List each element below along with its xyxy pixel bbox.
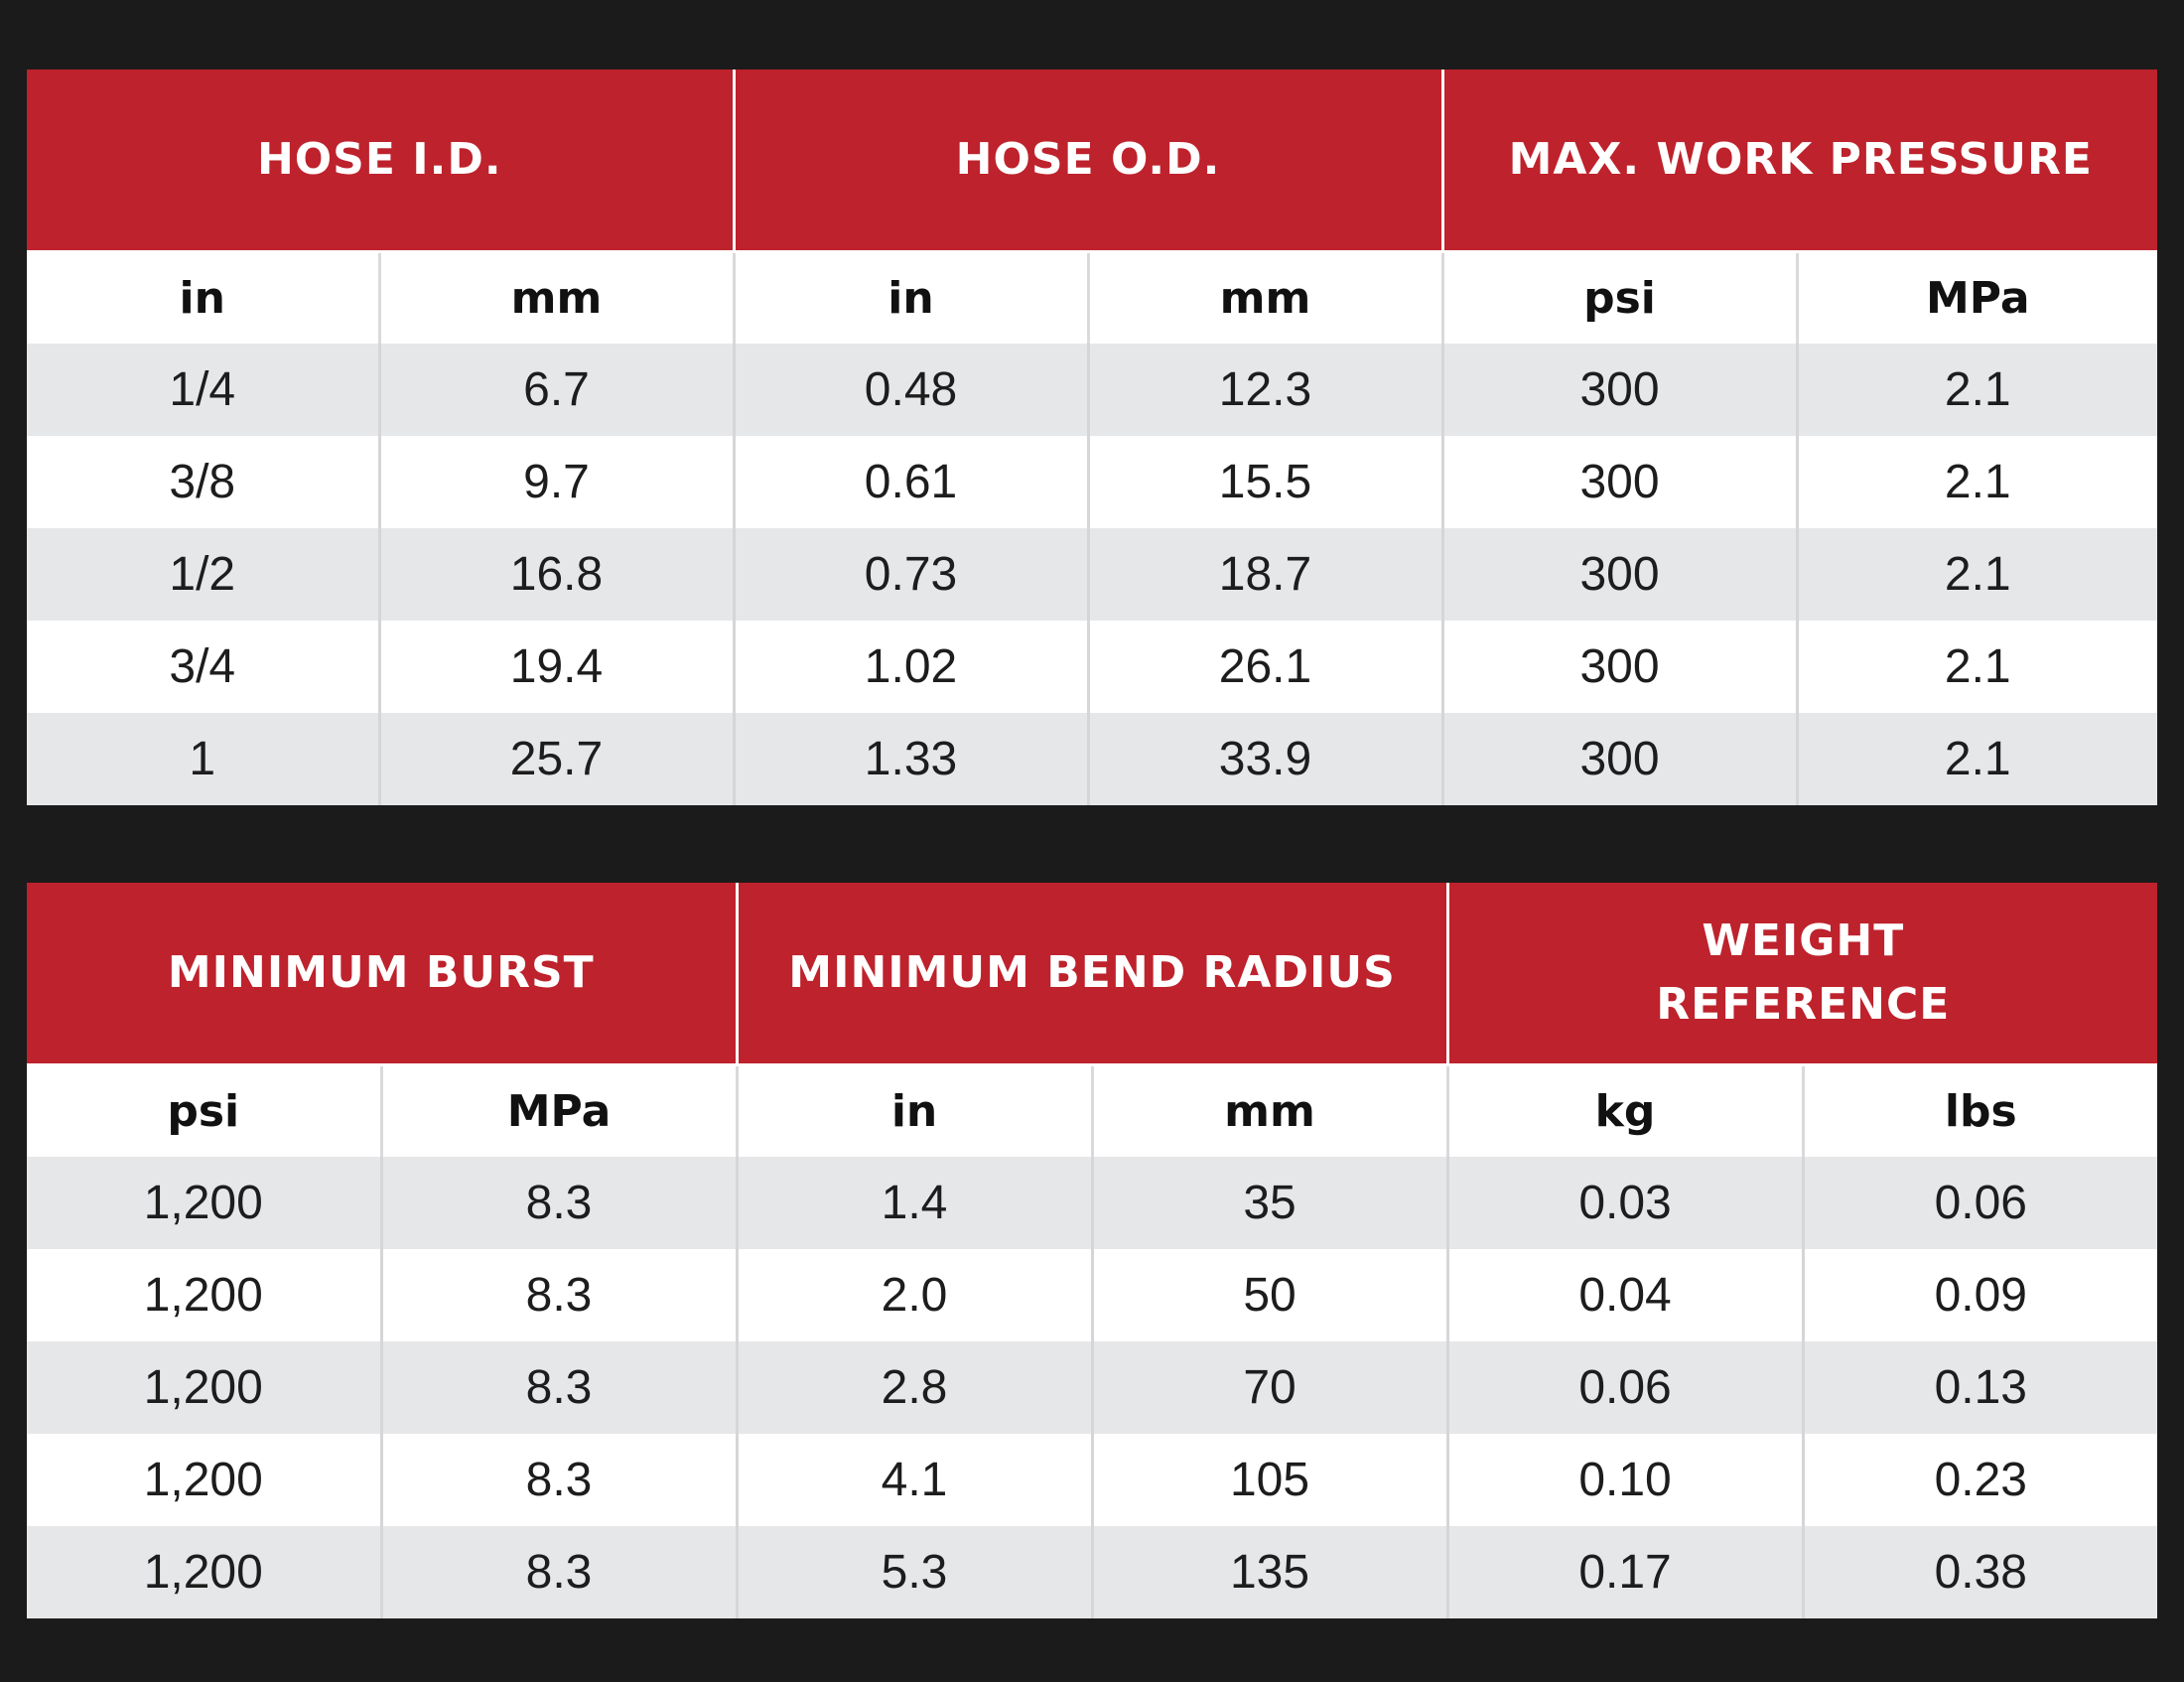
table-row: 3/8 9.7 0.61 15.5 300 2.1 bbox=[27, 436, 2157, 528]
table-cell: 25.7 bbox=[377, 713, 734, 805]
table-row: 1/4 6.7 0.48 12.3 300 2.1 bbox=[27, 344, 2157, 436]
table-cell: 2.1 bbox=[1795, 436, 2157, 528]
table-row: 1,200 8.3 4.1 105 0.10 0.23 bbox=[27, 1434, 2158, 1526]
table-row: 1 25.7 1.33 33.9 300 2.1 bbox=[27, 713, 2157, 805]
unit-header: mm bbox=[1090, 1062, 1448, 1157]
table-cell: 0.23 bbox=[1801, 1434, 2158, 1526]
table-cell: 0.09 bbox=[1801, 1249, 2158, 1341]
table-cell: 15.5 bbox=[1086, 436, 1442, 528]
table-row: 3/4 19.4 1.02 26.1 300 2.1 bbox=[27, 621, 2157, 713]
table-cell: 1,200 bbox=[27, 1341, 381, 1434]
table-cell: 0.10 bbox=[1445, 1434, 1804, 1526]
group-header-hose-id: HOSE I.D. bbox=[27, 70, 734, 251]
table-row: 1,200 8.3 1.4 35 0.03 0.06 bbox=[27, 1157, 2158, 1249]
table-cell: 105 bbox=[1090, 1434, 1448, 1526]
table-cell: 4.1 bbox=[735, 1434, 1093, 1526]
group-header-row: HOSE I.D. HOSE O.D. MAX. WORK PRESSURE bbox=[27, 70, 2157, 251]
group-header-weight-reference-label: WEIGHT REFERENCE bbox=[1656, 914, 1951, 1030]
table-cell: 0.38 bbox=[1801, 1526, 2158, 1618]
group-header-max-work-pressure: MAX. WORK PRESSURE bbox=[1440, 70, 2157, 251]
unit-header: in bbox=[735, 1062, 1093, 1157]
table-cell: 0.73 bbox=[732, 528, 1088, 621]
unit-header: in bbox=[27, 249, 379, 344]
table-row: 1,200 8.3 2.8 70 0.06 0.13 bbox=[27, 1341, 2158, 1434]
table-cell: 0.17 bbox=[1445, 1526, 1804, 1618]
table-cell: 1 bbox=[27, 713, 379, 805]
table-cell: 1,200 bbox=[27, 1434, 381, 1526]
unit-header: in bbox=[732, 249, 1088, 344]
table-cell: 33.9 bbox=[1086, 713, 1442, 805]
unit-header: psi bbox=[1440, 249, 1797, 344]
table-cell: 18.7 bbox=[1086, 528, 1442, 621]
group-header-minimum-bend-radius: MINIMUM BEND RADIUS bbox=[735, 883, 1448, 1064]
table-cell: 8.3 bbox=[379, 1341, 738, 1434]
table-cell: 50 bbox=[1090, 1249, 1448, 1341]
table-cell: 2.1 bbox=[1795, 621, 2157, 713]
table-cell: 0.61 bbox=[732, 436, 1088, 528]
table-cell: 8.3 bbox=[379, 1526, 738, 1618]
table-cell: 300 bbox=[1440, 436, 1797, 528]
table-cell: 300 bbox=[1440, 344, 1797, 436]
unit-header-row: psi MPa in mm kg lbs bbox=[27, 1062, 2158, 1157]
table-cell: 0.06 bbox=[1801, 1157, 2158, 1249]
table-cell: 300 bbox=[1440, 621, 1797, 713]
group-header-hose-od: HOSE O.D. bbox=[732, 70, 1442, 251]
table-cell: 19.4 bbox=[377, 621, 734, 713]
table-cell: 3/8 bbox=[27, 436, 379, 528]
unit-header: lbs bbox=[1801, 1062, 2158, 1157]
table-cell: 12.3 bbox=[1086, 344, 1442, 436]
spec-table-hose-dimensions: HOSE I.D. HOSE O.D. MAX. WORK PRESSURE i… bbox=[27, 70, 2157, 805]
table-row: 1/2 16.8 0.73 18.7 300 2.1 bbox=[27, 528, 2157, 621]
table-cell: 8.3 bbox=[379, 1434, 738, 1526]
table-cell: 70 bbox=[1090, 1341, 1448, 1434]
table-cell: 0.13 bbox=[1801, 1341, 2158, 1434]
table-cell: 5.3 bbox=[735, 1526, 1093, 1618]
table-cell: 1,200 bbox=[27, 1526, 381, 1618]
spec-table-burst-bend-weight: MINIMUM BURST MINIMUM BEND RADIUS WEIGHT… bbox=[27, 883, 2158, 1618]
table-cell: 0.03 bbox=[1445, 1157, 1804, 1249]
table-cell: 0.48 bbox=[732, 344, 1088, 436]
table-cell: 1,200 bbox=[27, 1157, 381, 1249]
table-cell: 300 bbox=[1440, 713, 1797, 805]
table-cell: 2.8 bbox=[735, 1341, 1093, 1434]
table-cell: 2.1 bbox=[1795, 713, 2157, 805]
unit-header: kg bbox=[1445, 1062, 1804, 1157]
unit-header: MPa bbox=[379, 1062, 738, 1157]
table-cell: 3/4 bbox=[27, 621, 379, 713]
group-header-weight-reference: WEIGHT REFERENCE bbox=[1445, 883, 2158, 1064]
table-cell: 26.1 bbox=[1086, 621, 1442, 713]
table-cell: 2.0 bbox=[735, 1249, 1093, 1341]
table-cell: 1/2 bbox=[27, 528, 379, 621]
table-cell: 2.1 bbox=[1795, 528, 2157, 621]
table-cell: 1.02 bbox=[732, 621, 1088, 713]
unit-header-row: in mm in mm psi MPa bbox=[27, 249, 2157, 344]
table-cell: 0.04 bbox=[1445, 1249, 1804, 1341]
table-row: 1,200 8.3 2.0 50 0.04 0.09 bbox=[27, 1249, 2158, 1341]
table-cell: 1.4 bbox=[735, 1157, 1093, 1249]
table-cell: 300 bbox=[1440, 528, 1797, 621]
group-header-minimum-burst: MINIMUM BURST bbox=[27, 883, 738, 1064]
table-cell: 8.3 bbox=[379, 1157, 738, 1249]
table-cell: 35 bbox=[1090, 1157, 1448, 1249]
unit-header: MPa bbox=[1795, 249, 2157, 344]
table-cell: 1.33 bbox=[732, 713, 1088, 805]
table-cell: 1,200 bbox=[27, 1249, 381, 1341]
group-header-row: MINIMUM BURST MINIMUM BEND RADIUS WEIGHT… bbox=[27, 883, 2158, 1064]
table-cell: 135 bbox=[1090, 1526, 1448, 1618]
unit-header: mm bbox=[1086, 249, 1442, 344]
unit-header: mm bbox=[377, 249, 734, 344]
table-cell: 0.06 bbox=[1445, 1341, 1804, 1434]
table-cell: 1/4 bbox=[27, 344, 379, 436]
table-cell: 16.8 bbox=[377, 528, 734, 621]
table-cell: 6.7 bbox=[377, 344, 734, 436]
table-cell: 8.3 bbox=[379, 1249, 738, 1341]
table-row: 1,200 8.3 5.3 135 0.17 0.38 bbox=[27, 1526, 2158, 1618]
table-cell: 2.1 bbox=[1795, 344, 2157, 436]
unit-header: psi bbox=[27, 1062, 381, 1157]
table-cell: 9.7 bbox=[377, 436, 734, 528]
